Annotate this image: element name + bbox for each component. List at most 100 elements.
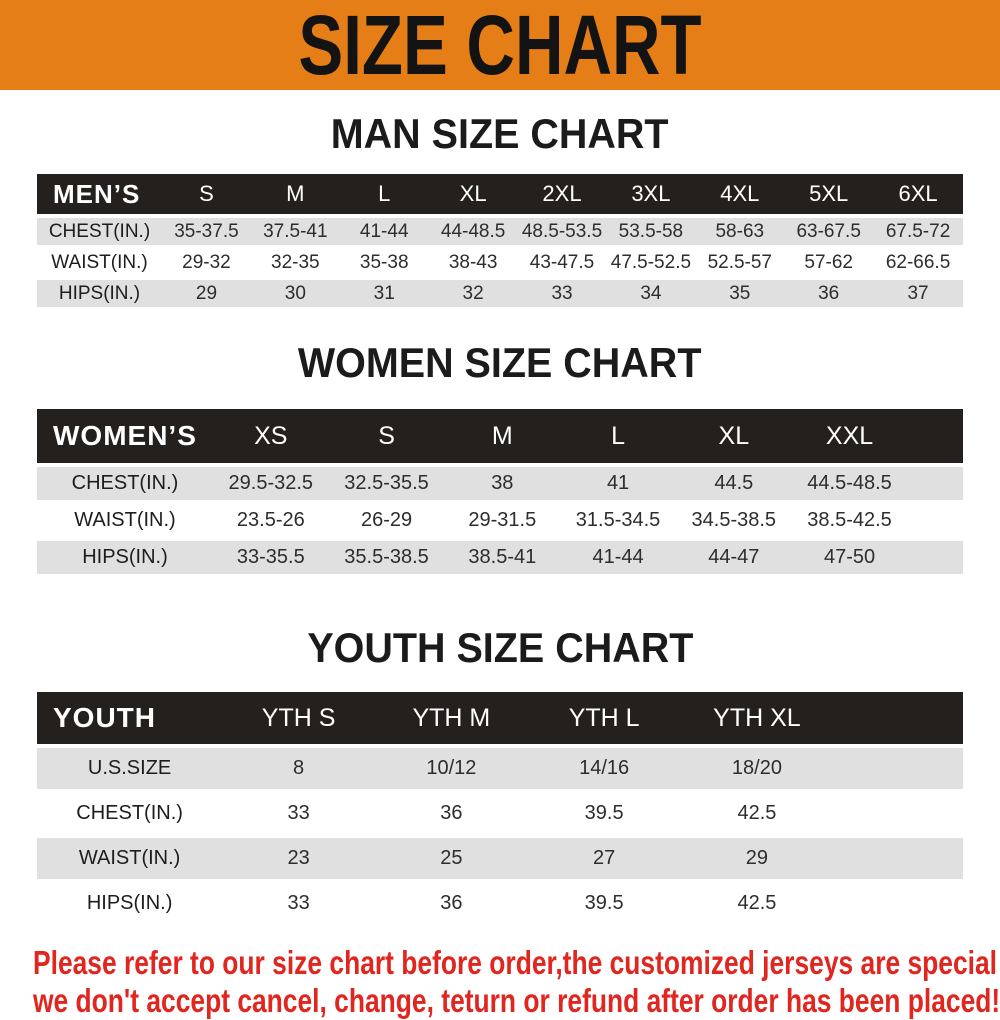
row-label: HIPS(IN.) bbox=[37, 280, 162, 307]
youth-ussize-row: U.S.SIZE 8 10/12 14/16 18/20 bbox=[37, 748, 963, 789]
size-value: 35-37.5 bbox=[162, 218, 251, 245]
size-value: 44.5-48.5 bbox=[791, 467, 908, 500]
row-label: CHEST(IN.) bbox=[37, 467, 213, 500]
filler-cell bbox=[907, 504, 963, 537]
column-header: L bbox=[339, 174, 429, 214]
column-header: S bbox=[328, 409, 445, 463]
size-value: 33 bbox=[222, 883, 375, 924]
filler-cell bbox=[833, 793, 963, 834]
size-value: 42.5 bbox=[680, 793, 834, 834]
size-value: 38.5-41 bbox=[444, 541, 561, 574]
size-value: 67.5-72 bbox=[873, 218, 963, 245]
size-value: 52.5-57 bbox=[695, 249, 785, 276]
youth-table-header-row: YOUTH YTH S YTH M YTH L YTH XL bbox=[37, 692, 963, 744]
filler-cell bbox=[833, 883, 963, 924]
title-banner: SIZE CHART bbox=[0, 0, 1000, 90]
women-size-table: WOMEN’S XS S M L XL XXL CHEST(IN.) 29.5-… bbox=[37, 405, 963, 578]
youth-chest-row: CHEST(IN.) 33 36 39.5 42.5 bbox=[37, 793, 963, 834]
column-header: 5XL bbox=[784, 174, 874, 214]
size-value: 63-67.5 bbox=[784, 218, 874, 245]
size-value: 38-43 bbox=[428, 249, 518, 276]
column-header: M bbox=[250, 174, 340, 214]
row-label: U.S.SIZE bbox=[37, 748, 223, 789]
size-value: 32 bbox=[428, 280, 518, 307]
filler-cell bbox=[833, 748, 963, 789]
size-value: 39.5 bbox=[527, 793, 681, 834]
men-size-table: MEN’S S M L XL 2XL 3XL 4XL 5XL 6XL CHEST… bbox=[37, 170, 963, 311]
size-value: 10/12 bbox=[374, 748, 528, 789]
column-header: YTH XL bbox=[680, 692, 834, 744]
size-value: 25 bbox=[374, 838, 528, 879]
size-value: 31 bbox=[339, 280, 429, 307]
size-value: 43-47.5 bbox=[517, 249, 607, 276]
youth-section-heading: YOUTH SIZE CHART bbox=[0, 624, 1000, 672]
men-table-header-row: MEN’S S M L XL 2XL 3XL 4XL 5XL 6XL bbox=[37, 174, 963, 214]
row-label: CHEST(IN.) bbox=[37, 218, 162, 245]
column-header: M bbox=[444, 409, 561, 463]
size-value: 42.5 bbox=[680, 883, 834, 924]
youth-section-heading-text: YOUTH SIZE CHART bbox=[306, 624, 694, 671]
size-value: 37.5-41 bbox=[250, 218, 340, 245]
size-value: 38.5-42.5 bbox=[791, 504, 908, 537]
men-waist-row: WAIST(IN.) 29-32 32-35 35-38 38-43 43-47… bbox=[37, 249, 963, 276]
size-value: 53.5-58 bbox=[606, 218, 696, 245]
filler-cell bbox=[907, 409, 963, 463]
size-value: 23 bbox=[222, 838, 375, 879]
size-value: 44-48.5 bbox=[428, 218, 518, 245]
column-header: 3XL bbox=[606, 174, 696, 214]
women-section-heading: WOMEN SIZE CHART bbox=[0, 339, 1000, 387]
filler-cell bbox=[907, 467, 963, 500]
row-label: HIPS(IN.) bbox=[37, 541, 213, 574]
order-policy-line-1: Please refer to our size chart before or… bbox=[33, 944, 1000, 981]
size-value: 33 bbox=[517, 280, 607, 307]
size-value: 48.5-53.5 bbox=[517, 218, 607, 245]
column-header: XXL bbox=[791, 409, 908, 463]
size-value: 29.5-32.5 bbox=[212, 467, 329, 500]
size-value: 29-31.5 bbox=[444, 504, 561, 537]
size-value: 36 bbox=[374, 883, 528, 924]
size-value: 37 bbox=[873, 280, 963, 307]
size-value: 36 bbox=[374, 793, 528, 834]
size-value: 41-44 bbox=[560, 541, 676, 574]
youth-waist-row: WAIST(IN.) 23 25 27 29 bbox=[37, 838, 963, 879]
women-table-label: WOMEN’S bbox=[37, 409, 213, 463]
size-value: 35-38 bbox=[339, 249, 429, 276]
row-label: WAIST(IN.) bbox=[37, 838, 223, 879]
men-section-heading-text: MAN SIZE CHART bbox=[331, 110, 669, 157]
size-value: 14/16 bbox=[527, 748, 681, 789]
filler-cell bbox=[907, 541, 963, 574]
row-label: CHEST(IN.) bbox=[37, 793, 223, 834]
row-label: HIPS(IN.) bbox=[37, 883, 223, 924]
filler-cell bbox=[833, 692, 963, 744]
youth-size-table: YOUTH YTH S YTH M YTH L YTH XL U.S.SIZE … bbox=[37, 688, 963, 928]
size-value: 18/20 bbox=[680, 748, 834, 789]
filler-cell bbox=[833, 838, 963, 879]
size-value: 26-29 bbox=[328, 504, 445, 537]
women-table-header-row: WOMEN’S XS S M L XL XXL bbox=[37, 409, 963, 463]
youth-table-label: YOUTH bbox=[37, 692, 223, 744]
size-value: 29 bbox=[680, 838, 834, 879]
men-chest-row: CHEST(IN.) 35-37.5 37.5-41 41-44 44-48.5… bbox=[37, 218, 963, 245]
size-value: 32.5-35.5 bbox=[328, 467, 445, 500]
order-policy-notice: Please refer to our size chart before or… bbox=[0, 944, 1000, 1020]
size-value: 30 bbox=[250, 280, 340, 307]
women-waist-row: WAIST(IN.) 23.5-26 26-29 29-31.5 31.5-34… bbox=[37, 504, 963, 537]
column-header: YTH L bbox=[527, 692, 681, 744]
size-value: 27 bbox=[527, 838, 681, 879]
size-value: 32-35 bbox=[250, 249, 340, 276]
row-label: WAIST(IN.) bbox=[37, 249, 162, 276]
size-value: 62-66.5 bbox=[873, 249, 963, 276]
column-header: 4XL bbox=[695, 174, 785, 214]
men-table-label: MEN’S bbox=[37, 174, 162, 214]
column-header: XL bbox=[675, 409, 792, 463]
column-header: S bbox=[162, 174, 251, 214]
size-value: 41 bbox=[560, 467, 676, 500]
row-label: WAIST(IN.) bbox=[37, 504, 213, 537]
size-value: 33-35.5 bbox=[212, 541, 329, 574]
size-value: 44-47 bbox=[675, 541, 792, 574]
youth-hips-row: HIPS(IN.) 33 36 39.5 42.5 bbox=[37, 883, 963, 924]
size-value: 44.5 bbox=[675, 467, 792, 500]
column-header: 2XL bbox=[517, 174, 607, 214]
size-value: 47-50 bbox=[791, 541, 908, 574]
size-value: 58-63 bbox=[695, 218, 785, 245]
